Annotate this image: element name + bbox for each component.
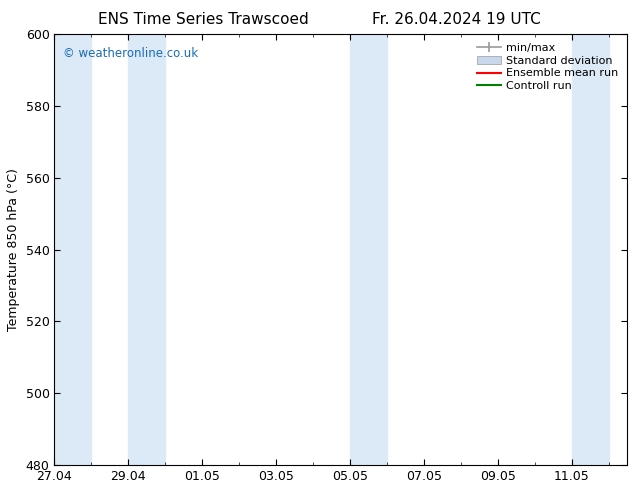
- Y-axis label: Temperature 850 hPa (°C): Temperature 850 hPa (°C): [7, 168, 20, 331]
- Bar: [55, 34, 91, 465]
- Text: © weatheronline.co.uk: © weatheronline.co.uk: [63, 47, 198, 60]
- Text: ENS Time Series Trawscoed: ENS Time Series Trawscoed: [98, 12, 308, 27]
- Bar: [128, 34, 165, 465]
- Bar: [350, 34, 387, 465]
- Bar: [572, 34, 609, 465]
- Legend: min/max, Standard deviation, Ensemble mean run, Controll run: min/max, Standard deviation, Ensemble me…: [474, 40, 621, 95]
- Text: Fr. 26.04.2024 19 UTC: Fr. 26.04.2024 19 UTC: [372, 12, 541, 27]
